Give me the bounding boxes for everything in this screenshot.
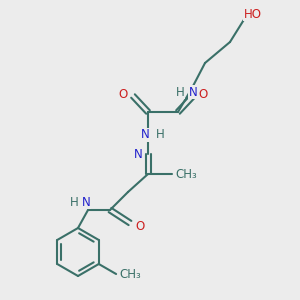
- Text: CH₃: CH₃: [175, 167, 197, 181]
- Text: O: O: [135, 220, 145, 232]
- Text: O: O: [118, 88, 127, 100]
- Text: CH₃: CH₃: [119, 268, 141, 281]
- Text: N: N: [189, 85, 197, 98]
- Text: H: H: [70, 196, 78, 208]
- Text: N: N: [141, 128, 149, 142]
- Text: H: H: [156, 128, 164, 142]
- Text: N: N: [134, 148, 142, 160]
- Text: HO: HO: [244, 8, 262, 20]
- Text: H: H: [176, 85, 184, 98]
- Text: O: O: [198, 88, 208, 100]
- Text: N: N: [82, 196, 90, 208]
